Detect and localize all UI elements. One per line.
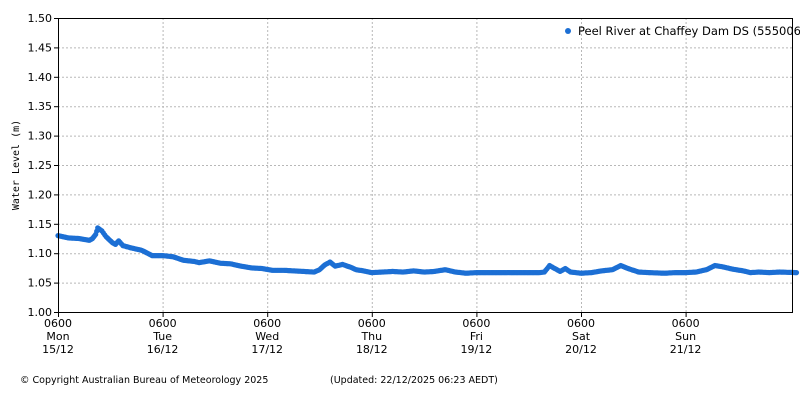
y-tick-label: 1.30 <box>28 130 53 143</box>
y-tick-label: 1.05 <box>28 277 53 290</box>
x-tick-time: 0600 <box>567 317 595 330</box>
x-tick-time: 0600 <box>253 317 281 330</box>
y-tick-label: 1.35 <box>28 100 53 113</box>
x-tick-time: 0600 <box>149 317 177 330</box>
y-tick-label: 1.20 <box>28 188 53 201</box>
x-tick-date: 19/12 <box>461 343 493 356</box>
series-points <box>55 225 800 276</box>
x-tick-day: Thu <box>360 330 382 343</box>
x-tick-time: 0600 <box>44 317 72 330</box>
legend-label: Peel River at Chaffey Dam DS (555006) <box>578 24 800 38</box>
y-tick-label: 1.25 <box>28 159 53 172</box>
x-axis-ticks: 0600Mon15/120600Tue16/120600Wed17/120600… <box>42 312 701 356</box>
legend-marker <box>565 28 571 34</box>
x-tick-time: 0600 <box>358 317 386 330</box>
x-tick-date: 18/12 <box>356 343 388 356</box>
x-tick-date: 17/12 <box>251 343 283 356</box>
plot-frame <box>58 18 793 313</box>
y-axis-label: Water Level (m) <box>11 120 22 210</box>
x-tick-day: Mon <box>46 330 69 343</box>
x-tick-day: Sun <box>675 330 696 343</box>
x-tick-date: 15/12 <box>42 343 74 356</box>
updated-text: (Updated: 22/12/2025 06:23 AEDT) <box>330 375 498 386</box>
data-point <box>793 270 800 276</box>
y-tick-label: 1.45 <box>28 41 53 54</box>
grid <box>58 18 792 312</box>
copyright-text: © Copyright Australian Bureau of Meteoro… <box>20 375 269 386</box>
x-tick-day: Tue <box>152 330 172 343</box>
x-tick-day: Wed <box>255 330 279 343</box>
legend: Peel River at Chaffey Dam DS (555006) <box>565 24 800 38</box>
y-tick-label: 1.15 <box>28 218 53 231</box>
y-tick-label: 1.50 <box>28 12 53 25</box>
x-tick-day: Sat <box>572 330 591 343</box>
x-tick-date: 20/12 <box>565 343 597 356</box>
y-tick-label: 1.00 <box>28 306 53 319</box>
x-tick-date: 16/12 <box>147 343 179 356</box>
y-tick-label: 1.10 <box>28 247 53 260</box>
y-axis-ticks: 1.00 1.05 1.10 1.15 1.20 1.25 1.30 1.35 1.40 1.45… <box>28 12 58 319</box>
x-tick-time: 0600 <box>672 317 700 330</box>
x-tick-time: 0600 <box>462 317 490 330</box>
x-tick-date: 21/12 <box>670 343 702 356</box>
y-tick-label: 1.40 <box>28 71 53 84</box>
x-tick-day: Fri <box>470 330 483 343</box>
